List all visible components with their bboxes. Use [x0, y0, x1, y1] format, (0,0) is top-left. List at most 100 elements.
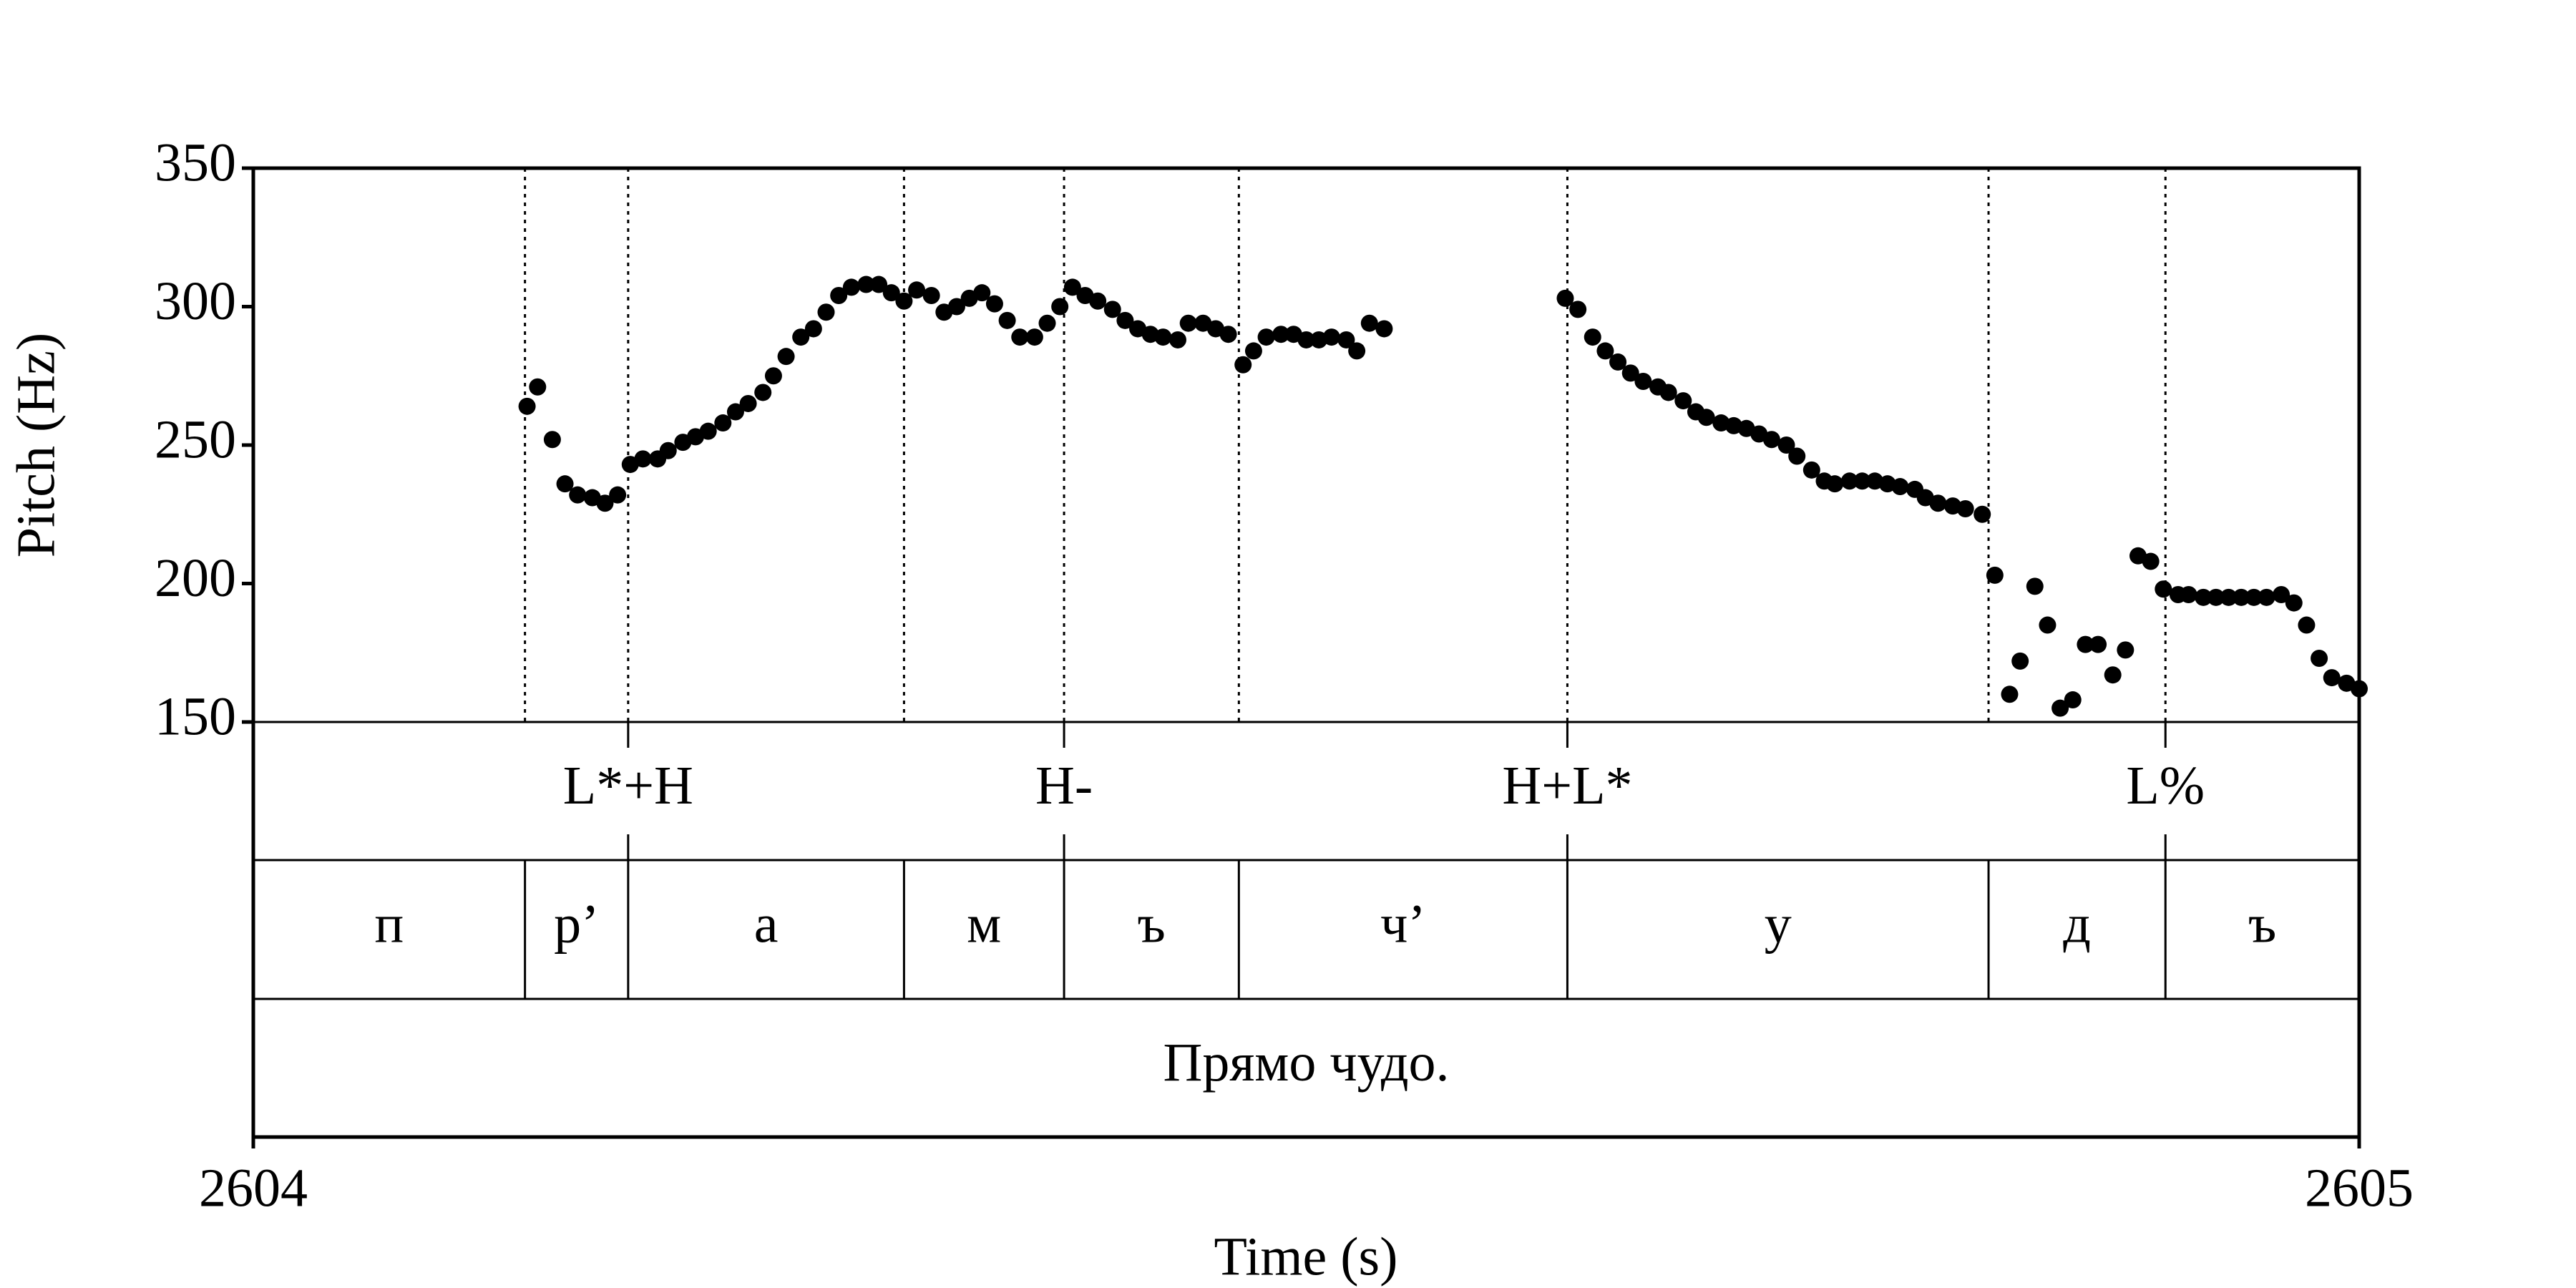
pitch-point [1674, 392, 1692, 410]
pitch-point [882, 284, 900, 302]
pitch-point [842, 278, 860, 296]
pitch-point [1297, 331, 1315, 348]
y-tick-label: 250 [155, 409, 236, 469]
x-axis-title: Time (s) [1214, 1226, 1398, 1287]
pitch-point [985, 295, 1003, 313]
tier-interval-label: ч’ [1380, 894, 1426, 954]
pitch-point [1089, 292, 1107, 310]
pitch-point [895, 292, 913, 310]
pitch-point [2104, 666, 2122, 684]
pitch-point [1697, 409, 1715, 426]
pitch-point [1609, 353, 1627, 371]
pitch-point [2233, 588, 2250, 606]
pitch-point [2142, 552, 2160, 570]
pitch-point [1234, 356, 1252, 374]
tier-interval-label: ъ [2248, 894, 2276, 954]
pitch-point [973, 284, 991, 302]
pitch-point [2001, 686, 2019, 703]
pitch-point [2195, 588, 2212, 606]
pitch-point [908, 281, 926, 299]
tier-interval-label: ъ [1138, 894, 1166, 954]
pitch-point [1556, 289, 1574, 307]
pitch-point [1360, 314, 1378, 332]
pitch-point [792, 328, 810, 346]
pitch-point [1891, 478, 1909, 496]
pitch-point [1169, 331, 1186, 348]
tier-interval-label: а [754, 894, 779, 954]
pitch-point [2285, 594, 2303, 612]
pitch-point [817, 303, 835, 321]
pitch-point [518, 397, 536, 415]
pitch-point [2351, 680, 2368, 698]
pitch-point [2155, 580, 2172, 598]
pitch-point [2011, 652, 2029, 670]
pitch-point [1257, 328, 1275, 346]
pitch-point [1569, 301, 1587, 318]
pitch-point [870, 275, 888, 293]
pitch-point [1840, 472, 1858, 490]
tier-point-label: H- [1035, 756, 1093, 816]
tier-interval-label: м [967, 894, 1001, 954]
frame [251, 166, 2361, 1139]
pitch-point [1929, 494, 1947, 512]
pitch-point [2245, 588, 2263, 606]
pitch-point [1219, 326, 1237, 343]
pitch-point [609, 486, 627, 504]
pitch-point [1322, 328, 1340, 346]
pitch-point [922, 287, 940, 305]
pitch-point [1659, 384, 1677, 401]
pitch-point [2051, 699, 2069, 717]
pitch-point [529, 378, 547, 396]
pitch-point [1103, 301, 1121, 318]
pitch-point [2089, 635, 2107, 653]
pitch-point [1348, 342, 1366, 360]
pitch-point [714, 414, 732, 432]
pitch-point [830, 287, 848, 305]
pitch-point [764, 367, 782, 385]
pitch-point [1038, 314, 1056, 332]
tier-point-label: L*+H [563, 756, 693, 816]
pitch-point [1762, 431, 1780, 449]
pitch-point [556, 475, 574, 493]
pitch-point [726, 403, 744, 421]
x-tick-label: 2605 [2305, 1158, 2414, 1218]
pitch-point [1986, 566, 2004, 584]
tier-point-label: H+L* [1502, 756, 1632, 816]
pitch-point [1063, 278, 1081, 296]
pitch-point [2039, 616, 2057, 634]
pitch-point [1621, 364, 1639, 382]
pitch-point [634, 450, 652, 468]
pitch-point [1179, 314, 1197, 332]
pitch-point [2077, 635, 2094, 653]
tier-point-label: L% [2126, 756, 2205, 816]
pitch-point [659, 441, 677, 459]
y-axis-title: Pitch (Hz) [6, 333, 66, 557]
tier-interval-label: р’ [554, 894, 599, 954]
y-tick-label: 150 [155, 686, 236, 746]
pitch-point [1974, 505, 1991, 523]
tier-interval-label: у [1765, 894, 1792, 954]
pitch-point [1337, 331, 1355, 348]
pitch-point [2311, 649, 2328, 667]
pitch-point [739, 394, 757, 412]
pitch-point [596, 494, 614, 512]
tier-interval-label: д [2063, 894, 2091, 954]
pitch-point [804, 320, 822, 338]
pitch-point [2207, 588, 2225, 606]
pitch-point [1584, 328, 1601, 346]
pitch-point [2220, 588, 2238, 606]
pitch-point [1154, 328, 1172, 346]
pitch-point [2298, 616, 2316, 634]
pitch-point [569, 486, 587, 504]
pitch-point [857, 275, 875, 293]
pitch-point [1802, 461, 1820, 479]
y-tick-label: 300 [155, 271, 236, 331]
y-tick-label: 200 [155, 548, 236, 608]
pitch-point [2273, 585, 2290, 603]
pitch-point [1634, 372, 1652, 390]
pitch-point [1011, 328, 1029, 346]
pitch-point [1244, 342, 1262, 360]
tier-interval-label: Прямо чудо. [1163, 1033, 1449, 1093]
